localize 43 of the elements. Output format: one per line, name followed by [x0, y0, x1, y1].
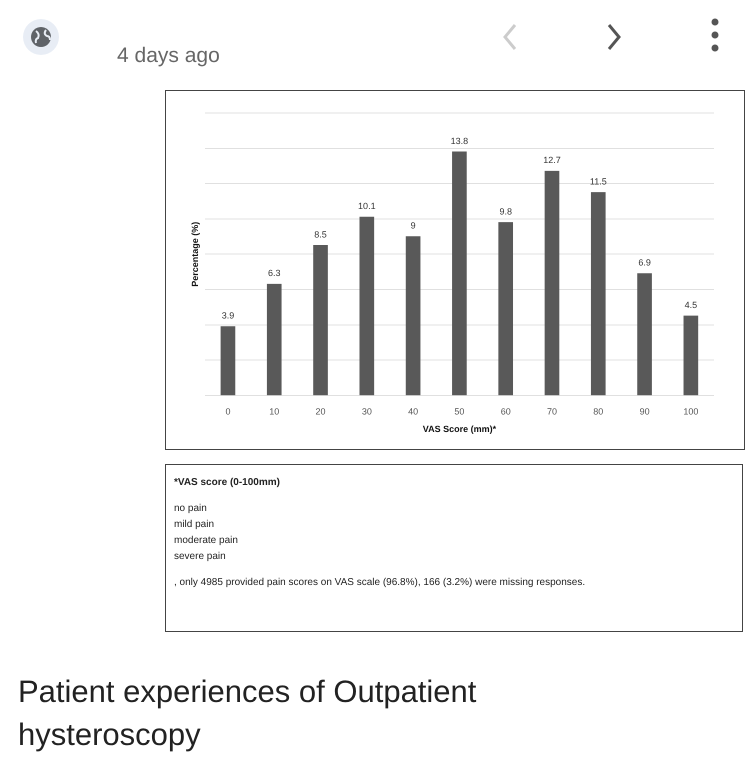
x-tick-label: 60	[500, 406, 511, 416]
data-label: 12.7	[543, 155, 561, 166]
data-label: 6.3	[268, 268, 280, 278]
x-tick-label: 20	[316, 406, 326, 416]
x-tick-label: 10	[269, 406, 280, 416]
x-tick-label: 40	[408, 406, 418, 416]
x-tick-label: 70	[546, 406, 557, 416]
y-axis-title: Percentage (%)	[190, 222, 200, 287]
data-label: 9.8	[499, 206, 512, 216]
text: moderate pain	[174, 534, 239, 548]
bar	[452, 152, 467, 396]
text: Patient experiences of Outpatient hysteroscopy	[18, 673, 478, 754]
data-label: 13.8	[450, 136, 468, 146]
data-label: 11.5	[590, 176, 607, 186]
text: no pain	[174, 502, 208, 516]
text: severe pain	[174, 550, 227, 564]
text: mild pain	[174, 518, 216, 532]
data-label: 4.5	[684, 300, 698, 310]
bar	[637, 273, 652, 396]
data-label: 3.9	[222, 310, 234, 321]
x-tick-label: 50	[454, 406, 464, 416]
text: 4 days ago	[117, 44, 220, 68]
bar	[313, 245, 328, 396]
x-tick-label: 80	[593, 406, 604, 416]
x-tick-label: 30	[362, 406, 372, 416]
bar	[590, 192, 606, 396]
x-axis-title: VAS Score (mm)*	[422, 424, 497, 434]
data-label: 9	[410, 220, 416, 231]
bar	[220, 326, 236, 396]
bar	[266, 284, 282, 396]
data-label: 10.1	[358, 201, 376, 212]
x-tick-label: 100	[683, 406, 698, 416]
x-tick-label: 0	[225, 406, 230, 416]
text: , only 4985 provided pain scores on VAS scale (96.8%), 166 (3.2%) were missing responses.	[174, 576, 586, 590]
bar	[406, 236, 420, 396]
bar	[359, 216, 374, 396]
data-label: 6.9	[638, 258, 651, 268]
data-label: 8.5	[314, 229, 327, 240]
bar	[544, 170, 560, 396]
bar	[498, 222, 514, 396]
bar	[684, 316, 698, 396]
text: *VAS score (0-100mm)	[174, 476, 281, 490]
x-tick-label: 90	[640, 406, 650, 416]
